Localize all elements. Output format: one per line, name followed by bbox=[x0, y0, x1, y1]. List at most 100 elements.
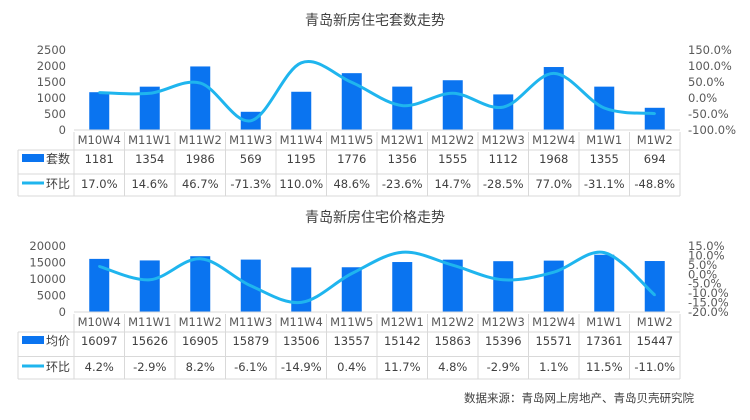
data-label: 15626 bbox=[131, 334, 168, 348]
x-tick-label: M12W2 bbox=[431, 133, 474, 147]
line-point bbox=[98, 91, 101, 94]
y-right-tick-label: 0.0% bbox=[688, 91, 717, 105]
y-left-tick-label: 15000 bbox=[29, 256, 66, 270]
x-tick-label: M12W2 bbox=[431, 315, 474, 329]
series-line bbox=[99, 60, 655, 123]
x-tick-label: M12W1 bbox=[381, 315, 424, 329]
data-label: 13506 bbox=[283, 334, 320, 348]
data-label: 15571 bbox=[535, 334, 572, 348]
legend-label-line: 环比 bbox=[46, 177, 70, 191]
x-tick-label: M12W1 bbox=[381, 133, 424, 147]
data-label: 16905 bbox=[182, 334, 219, 348]
x-tick-label: M11W4 bbox=[280, 133, 323, 147]
x-tick-label: M12W4 bbox=[532, 315, 575, 329]
y-left-tick-label: 2500 bbox=[37, 43, 66, 57]
data-label: 110.0% bbox=[279, 177, 323, 191]
data-label: 4.2% bbox=[85, 360, 114, 374]
y-left-tick-label: 500 bbox=[44, 107, 66, 121]
line-point bbox=[502, 105, 505, 109]
data-label: 1112 bbox=[489, 152, 518, 166]
data-label: 15447 bbox=[636, 334, 673, 348]
y-left-tick-label: 0 bbox=[59, 123, 66, 137]
bar bbox=[341, 73, 362, 130]
bar bbox=[139, 86, 160, 130]
data-label: 77.0% bbox=[535, 177, 572, 191]
data-label: -28.5% bbox=[483, 177, 524, 191]
line-point bbox=[502, 278, 505, 281]
y-right-tick-label: 100.0% bbox=[688, 59, 732, 73]
bar bbox=[139, 260, 160, 312]
source-note: 数据来源：青岛网上房地产、青岛贝壳研究院 bbox=[464, 391, 694, 405]
line-point bbox=[653, 293, 656, 297]
data-label: 15863 bbox=[434, 334, 471, 348]
y-right-tick-label: 50.0% bbox=[688, 75, 725, 89]
line-point bbox=[199, 257, 202, 261]
y-right-tick-label: 150.0% bbox=[688, 43, 732, 57]
line-point bbox=[603, 251, 606, 254]
y-right-tick-label: 0.0% bbox=[688, 267, 717, 281]
line-point bbox=[350, 272, 353, 275]
line-point bbox=[249, 119, 252, 123]
x-tick-label: M1W1 bbox=[586, 133, 622, 147]
bar bbox=[190, 256, 211, 312]
x-tick-label: M10W4 bbox=[78, 133, 121, 147]
x-tick-label: M12W3 bbox=[482, 315, 525, 329]
chart-title: 青岛新房住宅价格走势 bbox=[305, 210, 445, 226]
data-label: 1986 bbox=[186, 152, 215, 166]
bar bbox=[89, 258, 110, 312]
line-point bbox=[603, 106, 606, 110]
line-point bbox=[249, 284, 252, 287]
legend-swatch-bar bbox=[22, 336, 44, 344]
line-point bbox=[98, 265, 101, 268]
x-tick-label: M11W1 bbox=[128, 315, 171, 329]
y-right-tick-label: -20.0% bbox=[688, 305, 729, 319]
y-right-tick-label: -15.0% bbox=[688, 296, 729, 310]
bar bbox=[341, 267, 362, 312]
x-tick-label: M11W4 bbox=[280, 315, 323, 329]
x-tick-label: M11W1 bbox=[128, 133, 171, 147]
line-point bbox=[199, 81, 202, 85]
line-point bbox=[401, 251, 404, 254]
data-label: 17.0% bbox=[81, 177, 118, 191]
y-right-tick-label: -100.0% bbox=[688, 123, 736, 137]
data-label: -48.8% bbox=[634, 177, 675, 191]
data-label: 11.7% bbox=[384, 360, 421, 374]
bar bbox=[543, 67, 564, 130]
x-tick-label: M1W2 bbox=[637, 315, 673, 329]
y-left-tick-label: 0 bbox=[59, 305, 66, 319]
chart-title: 青岛新房住宅套数走势 bbox=[305, 13, 445, 29]
y-right-tick-label: 15.0% bbox=[688, 239, 725, 253]
data-label: -31.1% bbox=[584, 177, 625, 191]
data-label: 569 bbox=[240, 152, 262, 166]
bar bbox=[392, 262, 413, 312]
line-point bbox=[300, 301, 303, 304]
bar bbox=[392, 86, 413, 130]
bar bbox=[644, 107, 665, 130]
line-point bbox=[148, 278, 151, 281]
bar bbox=[190, 66, 211, 130]
x-tick-label: M11W5 bbox=[330, 133, 373, 147]
y-right-tick-label: -50.0% bbox=[688, 107, 729, 121]
data-label: 694 bbox=[644, 152, 666, 166]
x-tick-label: M12W4 bbox=[532, 133, 575, 147]
y-left-tick-label: 1500 bbox=[37, 75, 66, 89]
legend-label-bar: 均价 bbox=[46, 334, 70, 348]
bar bbox=[493, 261, 514, 312]
data-label: -14.9% bbox=[281, 360, 322, 374]
y-right-tick-label: -10.0% bbox=[688, 286, 729, 300]
x-tick-label: M10W4 bbox=[78, 315, 121, 329]
data-label: 14.7% bbox=[434, 177, 471, 191]
data-label: 8.2% bbox=[186, 360, 215, 374]
data-label: 1555 bbox=[438, 152, 467, 166]
x-tick-label: M11W2 bbox=[179, 315, 222, 329]
data-label: -2.9% bbox=[133, 360, 166, 374]
legend-label-line: 环比 bbox=[46, 360, 70, 374]
line-point bbox=[401, 104, 404, 107]
data-label: 1776 bbox=[337, 152, 366, 166]
line-point bbox=[552, 72, 555, 75]
legend-swatch-bar bbox=[22, 154, 44, 162]
line-point bbox=[300, 61, 303, 64]
y-left-tick-label: 10000 bbox=[29, 272, 66, 286]
x-tick-label: M11W5 bbox=[330, 315, 373, 329]
